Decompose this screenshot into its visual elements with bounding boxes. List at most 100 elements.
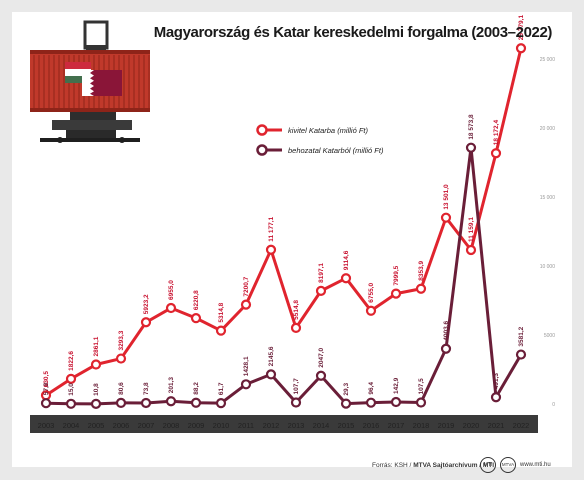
y-tick-label: 25 000 <box>540 57 556 63</box>
export-data-label: 2861,1 <box>93 336 100 356</box>
legend-label-export: kivitel Katarba (millió Ft) <box>288 126 369 135</box>
export-data-label: 6755,0 <box>368 283 375 303</box>
import-point <box>90 398 102 409</box>
x-tick-label: 2017 <box>388 421 405 430</box>
x-tick-label: 2022 <box>513 421 530 430</box>
export-data-label: 7200,7 <box>243 276 250 296</box>
import-data-label: 57,8 <box>43 382 50 395</box>
x-tick-label: 2014 <box>313 421 330 430</box>
source-bold: MTVA Sajtóarchívum / MTI <box>413 462 495 469</box>
export-point <box>390 288 402 299</box>
export-data-label: 13 501,0 <box>443 184 450 210</box>
import-point <box>165 396 177 407</box>
import-point <box>265 369 277 380</box>
series-layer <box>40 43 527 409</box>
x-tick-label: 2020 <box>463 421 480 430</box>
export-data-label: 9114,6 <box>343 250 350 270</box>
x-tick-label: 2005 <box>88 421 105 430</box>
import-point <box>240 379 252 390</box>
import-point <box>40 398 52 409</box>
export-point <box>115 353 127 364</box>
import-data-label: 88,2 <box>193 382 200 395</box>
export-point <box>240 299 252 310</box>
source-line: Forrás: KSH / MTVA Sajtóarchívum / MTI <box>372 462 494 469</box>
export-point <box>165 302 177 314</box>
x-tick-label: 2006 <box>113 421 130 430</box>
export-data-label: 5314,8 <box>218 302 225 322</box>
import-point <box>215 398 227 409</box>
x-tick-label: 2008 <box>163 421 180 430</box>
import-data-label: 4003,6 <box>443 320 450 340</box>
export-data-label: 11 177,1 <box>268 216 275 241</box>
x-tick-label: 2018 <box>413 421 430 430</box>
website-link[interactable]: www.mti.hu <box>520 462 551 468</box>
export-data-label: 1822,6 <box>68 351 75 371</box>
legend-label-import: behozatal Katarból (millió Ft) <box>288 146 384 155</box>
export-point <box>465 244 477 256</box>
import-data-label: 73,8 <box>143 382 150 395</box>
legend-item-import: behozatal Katarból (millió Ft) <box>256 144 384 156</box>
import-point <box>465 142 477 153</box>
export-data-label: 8353,9 <box>418 260 425 280</box>
export-data-label: 5514,8 <box>293 300 300 320</box>
export-data-label: 18 172,4 <box>493 120 500 146</box>
legend: kivitel Katarba (millió Ft) behozatal Ka… <box>256 124 384 156</box>
data-labels: 630,5 1822,6 2861,1 3293,3 5923,2 6955,0 6220,… <box>43 15 525 396</box>
export-data-label: 7999,5 <box>393 265 400 285</box>
export-point <box>440 212 452 223</box>
export-point <box>215 325 227 336</box>
x-tick-label: 2013 <box>288 421 305 430</box>
export-point <box>140 317 152 328</box>
import-data-label: 107,7 <box>293 378 300 395</box>
import-point <box>365 397 377 408</box>
import-point <box>340 398 352 409</box>
import-point <box>65 398 77 409</box>
import-point <box>515 349 527 360</box>
export-point <box>190 313 202 324</box>
export-point <box>340 273 352 284</box>
import-point <box>290 397 302 408</box>
export-data-label: 5923,2 <box>143 294 150 314</box>
import-data-label: 15,0 <box>68 383 75 396</box>
import-data-label: 18 573,8 <box>468 114 475 140</box>
hungary-flag-icon <box>65 62 91 83</box>
import-data-label: 96,4 <box>368 382 375 395</box>
import-data-label: 80,6 <box>118 382 125 395</box>
import-point <box>190 397 202 408</box>
x-tick-label: 2010 <box>213 421 230 430</box>
mtva-logo-icon: MTVA <box>500 457 516 473</box>
import-data-label: 142,9 <box>393 377 400 394</box>
import-data-label: 61,7 <box>218 382 225 395</box>
x-axis-ticks: 2003 2004 2005 2006 2007 2008 2009 2010 2011 2012… <box>38 421 530 430</box>
pallet-jack-icon <box>40 112 140 143</box>
export-series-line <box>45 47 523 397</box>
y-tick-label: 5000 <box>544 333 555 339</box>
y-tick-label: 10 000 <box>540 264 556 270</box>
import-point <box>415 397 427 408</box>
export-point <box>490 148 502 159</box>
export-data-label: 3293,3 <box>118 330 125 350</box>
import-data-label: 2145,6 <box>268 346 275 366</box>
import-point <box>440 343 452 354</box>
import-data-label: 107,5 <box>418 378 425 395</box>
export-data-label: 6955,0 <box>168 280 175 300</box>
x-tick-label: 2012 <box>263 421 280 430</box>
import-point <box>115 397 127 408</box>
import-point <box>315 370 327 381</box>
import-point <box>140 397 152 409</box>
import-data-label: 3581,2 <box>518 326 525 346</box>
export-point <box>415 283 427 294</box>
x-tick-label: 2015 <box>338 421 355 430</box>
import-data-label: 491,3 <box>493 373 500 390</box>
import-point <box>390 396 402 408</box>
export-point <box>365 305 377 316</box>
x-tick-label: 2009 <box>188 421 205 430</box>
export-point <box>65 373 77 384</box>
export-data-label: 8197,1 <box>318 263 325 283</box>
import-data-label: 1428,1 <box>243 356 250 376</box>
chart-title: Magyarország és Katar kereskedelmi forga… <box>153 24 553 41</box>
import-data-label: 201,3 <box>168 377 175 394</box>
import-data-label: 10,8 <box>93 383 100 396</box>
